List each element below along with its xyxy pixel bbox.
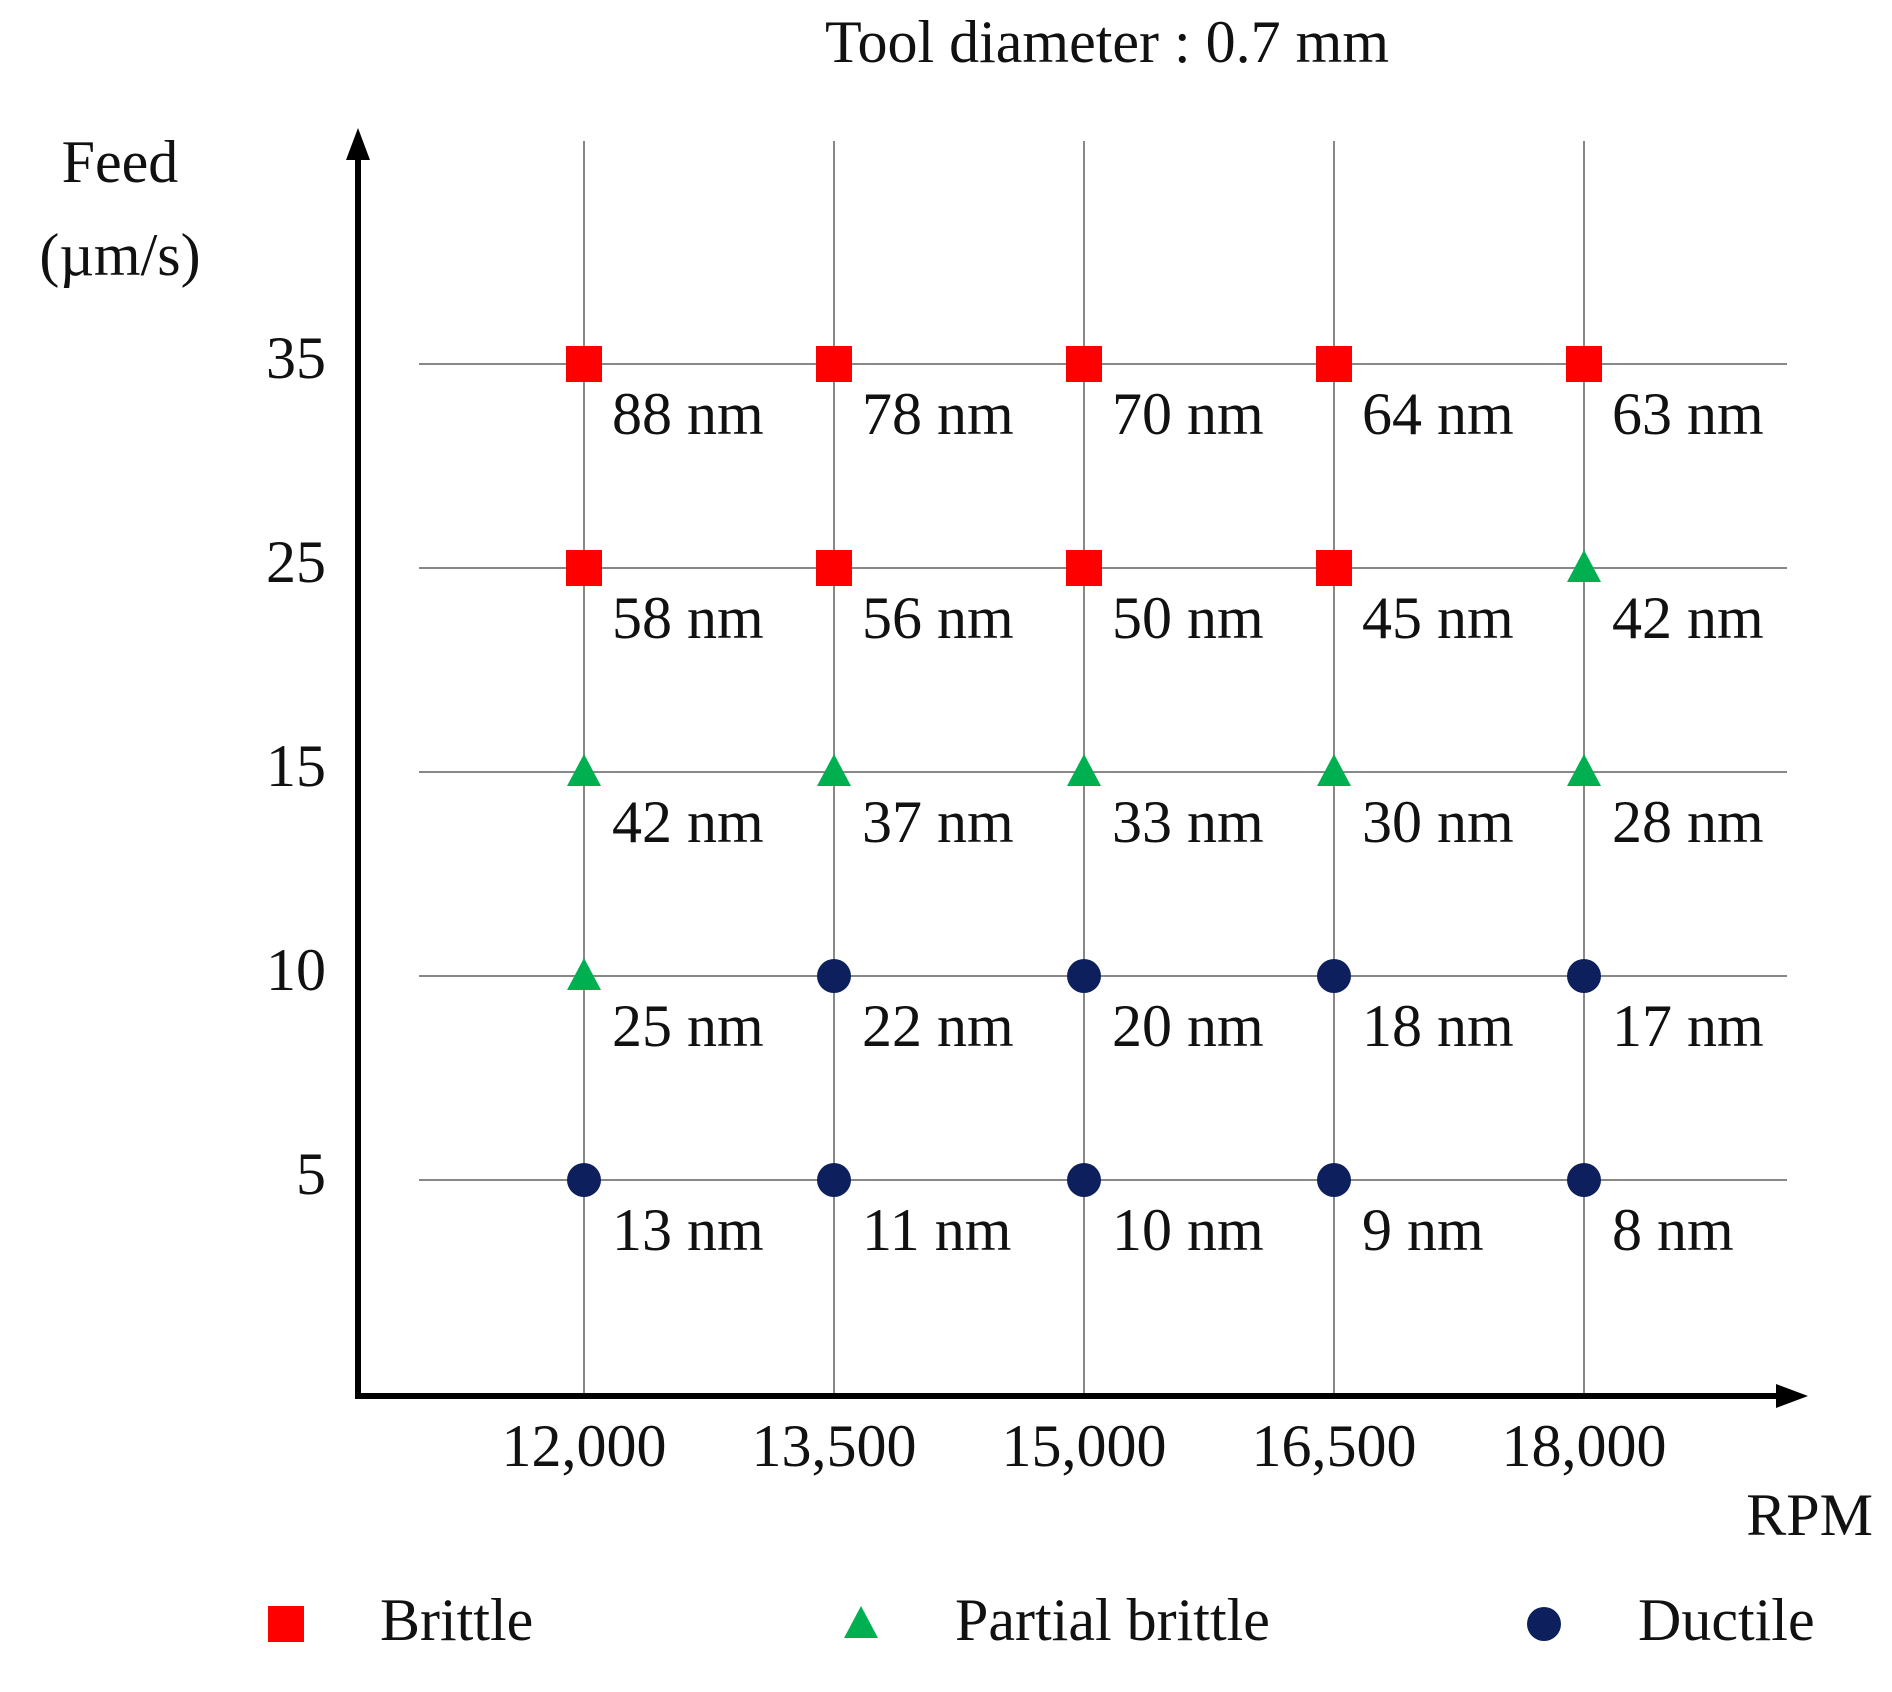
legend-label: Ductile <box>1638 1587 1815 1653</box>
data-point <box>1566 346 1602 382</box>
data-point <box>1316 550 1352 586</box>
data-point <box>1067 754 1101 786</box>
y-tick-label: 10 <box>266 937 326 1003</box>
value-label: 30 nm <box>1362 789 1514 855</box>
x-tick-label: 15,000 <box>1002 1413 1167 1479</box>
y-tick-label: 5 <box>296 1141 326 1207</box>
value-label: 9 nm <box>1362 1197 1484 1263</box>
x-axis-label: RPM <box>1746 1482 1873 1548</box>
data-point <box>1317 1163 1351 1197</box>
data-point <box>1317 959 1351 993</box>
chart-title: Tool diameter : 0.7 mm <box>825 9 1389 75</box>
value-label: 13 nm <box>612 1197 764 1263</box>
data-point <box>1567 1163 1601 1197</box>
data-point <box>566 346 602 382</box>
value-label: 33 nm <box>1112 789 1264 855</box>
value-label: 78 nm <box>862 381 1014 447</box>
value-label: 42 nm <box>1612 585 1764 651</box>
x-tick-label: 12,000 <box>502 1413 667 1479</box>
data-point <box>566 550 602 586</box>
value-label: 18 nm <box>1362 993 1514 1059</box>
data-point <box>1067 1163 1101 1197</box>
data-point <box>816 346 852 382</box>
data-point <box>1567 959 1601 993</box>
x-tick-label: 18,000 <box>1502 1413 1667 1479</box>
data-point <box>1567 550 1601 582</box>
data-point <box>1316 346 1352 382</box>
y-tick-label: 15 <box>266 733 326 799</box>
legend-marker <box>1527 1607 1561 1641</box>
value-label: 42 nm <box>612 789 764 855</box>
legend-label: Brittle <box>380 1587 533 1653</box>
data-point <box>816 550 852 586</box>
value-label: 45 nm <box>1362 585 1514 651</box>
value-label: 11 nm <box>862 1197 1011 1263</box>
x-axis-arrow <box>1776 1384 1808 1408</box>
data-point <box>1317 754 1351 786</box>
value-label: 37 nm <box>862 789 1014 855</box>
y-tick-label: 25 <box>266 529 326 595</box>
x-tick-label: 13,500 <box>752 1413 917 1479</box>
y-axis-label: Feed <box>62 129 179 195</box>
y-axis-arrow <box>346 128 370 160</box>
data-point <box>567 1163 601 1197</box>
value-label: 63 nm <box>1612 381 1764 447</box>
value-label: 28 nm <box>1612 789 1764 855</box>
value-label: 25 nm <box>612 993 764 1059</box>
value-label: 8 nm <box>1612 1197 1734 1263</box>
value-label: 10 nm <box>1112 1197 1264 1263</box>
y-axis-label: (µm/s) <box>39 222 200 288</box>
data-point <box>1066 550 1102 586</box>
legend-label: Partial brittle <box>955 1587 1270 1653</box>
value-label: 50 nm <box>1112 585 1264 651</box>
x-tick-label: 16,500 <box>1252 1413 1417 1479</box>
data-point <box>567 958 601 990</box>
y-tick-label: 35 <box>266 325 326 391</box>
data-point <box>817 754 851 786</box>
value-label: 70 nm <box>1112 381 1264 447</box>
data-point <box>817 959 851 993</box>
legend-marker <box>268 1606 304 1642</box>
value-label: 88 nm <box>612 381 764 447</box>
data-point <box>1567 754 1601 786</box>
data-point <box>817 1163 851 1197</box>
value-label: 58 nm <box>612 585 764 651</box>
data-point <box>1067 959 1101 993</box>
legend-marker <box>844 1606 878 1638</box>
value-label: 17 nm <box>1612 993 1764 1059</box>
value-label: 20 nm <box>1112 993 1264 1059</box>
value-label: 56 nm <box>862 585 1014 651</box>
value-label: 64 nm <box>1362 381 1514 447</box>
data-point <box>567 754 601 786</box>
data-point <box>1066 346 1102 382</box>
value-label: 22 nm <box>862 993 1014 1059</box>
